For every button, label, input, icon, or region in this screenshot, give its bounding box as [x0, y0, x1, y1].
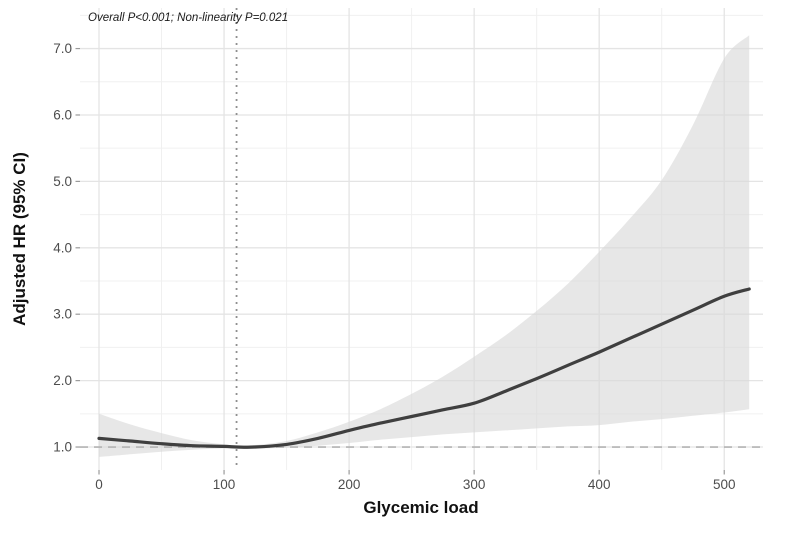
pvalue-annotation: Overall P<0.001; Non-linearity P=0.021	[88, 12, 288, 24]
y-tick-label: 1.0	[53, 440, 72, 455]
confidence-band	[99, 35, 750, 458]
x-tick-label: 0	[95, 477, 103, 492]
y-tick-label: 7.0	[53, 41, 72, 56]
x-tick-label: 400	[588, 477, 611, 492]
x-tick-label: 100	[213, 477, 236, 492]
y-tick-label: 4.0	[53, 240, 72, 255]
y-axis-title: Adjusted HR (95% CI)	[10, 152, 29, 326]
x-tick-label: 300	[463, 477, 486, 492]
x-tick-label: 500	[713, 477, 736, 492]
y-tick-label: 2.0	[53, 373, 72, 388]
y-tick-label: 3.0	[53, 307, 72, 322]
hr-curve	[97, 287, 751, 449]
x-tick-label: 200	[338, 477, 361, 492]
chart-generated-layers: 0 100 200 300 400 500 1.0 2.0 3.0 4.0 5.0 6.0 7.0	[53, 8, 763, 492]
y-tick-label: 6.0	[53, 107, 72, 122]
y-tick-label: 5.0	[53, 174, 72, 189]
x-axis-title: Glycemic load	[363, 498, 478, 517]
